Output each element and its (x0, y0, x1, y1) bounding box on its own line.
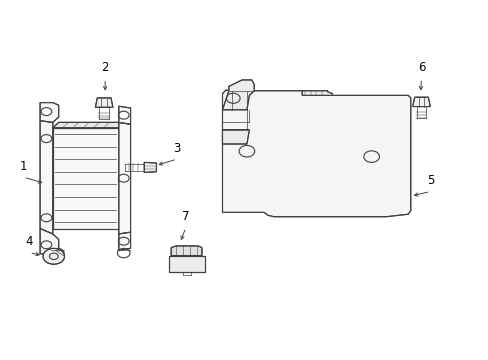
Polygon shape (144, 162, 156, 172)
Polygon shape (119, 106, 130, 124)
Polygon shape (40, 121, 53, 234)
Polygon shape (59, 122, 124, 223)
Polygon shape (412, 97, 429, 107)
Polygon shape (40, 103, 59, 122)
Text: 4: 4 (25, 235, 33, 248)
Text: 5: 5 (426, 174, 433, 187)
Circle shape (43, 248, 64, 264)
Polygon shape (222, 90, 410, 217)
Text: 7: 7 (182, 210, 189, 223)
Polygon shape (119, 122, 130, 234)
Polygon shape (119, 232, 130, 250)
Polygon shape (302, 91, 332, 95)
Text: 6: 6 (417, 61, 425, 74)
Polygon shape (171, 246, 202, 256)
Polygon shape (53, 122, 124, 128)
Polygon shape (222, 80, 254, 110)
Polygon shape (53, 128, 119, 229)
Text: 1: 1 (20, 160, 27, 173)
Polygon shape (40, 229, 59, 254)
Text: 3: 3 (173, 142, 181, 155)
Text: 2: 2 (101, 61, 109, 74)
Polygon shape (222, 130, 249, 144)
Polygon shape (95, 98, 113, 107)
Polygon shape (168, 256, 205, 272)
